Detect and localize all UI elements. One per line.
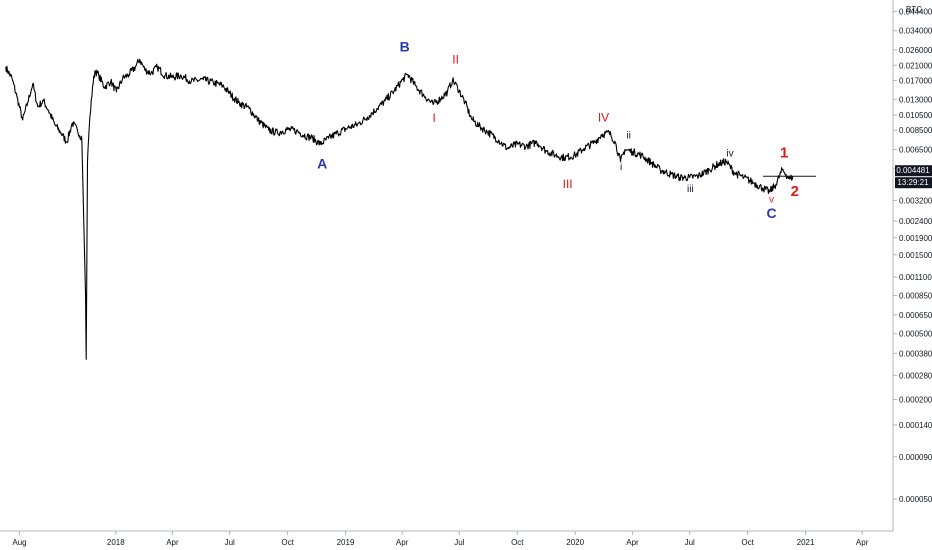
wave-label: C <box>766 205 776 221</box>
x-tick-label: Jul <box>454 538 464 547</box>
wave-label: I <box>433 111 436 125</box>
price-tags: 0.004481 13:29:21 <box>895 165 932 189</box>
y-tick-label: 0.010500 <box>899 111 932 120</box>
y-tick-label: 0.000140 <box>899 421 932 430</box>
y-tick-label: 0.000380 <box>899 349 932 358</box>
wave-label: B <box>400 38 410 54</box>
wave-label: III <box>563 177 573 191</box>
y-tick-label: 0.000050 <box>899 495 932 504</box>
countdown-tag <box>895 177 932 189</box>
wave-label: A <box>317 155 327 171</box>
y-tick-label: 0.000200 <box>899 395 932 404</box>
wave-label: v <box>769 195 774 206</box>
y-tick-label: 0.001900 <box>899 234 932 243</box>
y-tick-label: 0.006500 <box>899 145 932 154</box>
x-tick-label: Apr <box>856 538 869 547</box>
y-tick-label: 0.008500 <box>899 126 932 135</box>
x-tick-label: Oct <box>511 538 524 547</box>
x-tick-label: 2019 <box>337 538 355 547</box>
y-tick-label: 0.034000 <box>899 27 932 36</box>
wave-label: 1 <box>780 145 788 162</box>
x-tick-label: Aug <box>12 538 26 547</box>
x-tick-label: Apr <box>626 538 639 547</box>
wave-label: ii <box>626 130 630 141</box>
x-axis[interactable]: Aug 2018 Apr Jul Oct 2019 Apr Jul Oct 2020 Apr Jul O… <box>0 530 893 547</box>
price-path <box>5 58 794 360</box>
x-tick-label: Oct <box>281 538 294 547</box>
y-tick-label: 0.000500 <box>899 330 932 339</box>
y-tick-label: 0.021000 <box>899 61 932 70</box>
x-tick-label: 2020 <box>566 538 584 547</box>
y-tick-label: 0.000090 <box>899 453 932 462</box>
y-tick-label: 0.001100 <box>899 273 932 282</box>
wave-label: i <box>620 162 622 173</box>
wave-label: 2 <box>791 183 799 200</box>
x-tick-label: Apr <box>166 538 179 547</box>
last-price-tag <box>895 165 932 177</box>
x-tick-label: Jul <box>685 538 695 547</box>
y-tick-label: 0.044400 <box>899 8 932 17</box>
x-tick-label: Jul <box>225 538 235 547</box>
y-tick-label: 0.017000 <box>899 76 932 85</box>
y-tick-label: 0.026000 <box>899 46 932 55</box>
y-tick-label: 0.000650 <box>899 311 932 320</box>
x-tick-label: 2021 <box>797 538 815 547</box>
y-tick-label: 0.000280 <box>899 371 932 380</box>
countdown-value: 13:29:21 <box>897 178 929 187</box>
x-tick-label: 2018 <box>107 538 125 547</box>
wave-label: iii <box>687 184 694 195</box>
wave-label: II <box>452 53 459 67</box>
y-tick-label: 0.001500 <box>899 251 932 260</box>
y-tick-label: 0.000850 <box>899 292 932 301</box>
x-tick-label: Apr <box>396 538 409 547</box>
y-tick-label: 0.003200 <box>899 196 932 205</box>
last-price-value: 0.004481 <box>896 166 930 175</box>
x-tick-label: Oct <box>741 538 754 547</box>
y-axis[interactable]: BTC 0.044400 0.034000 0.026000 0.021000 0.01… <box>892 0 932 531</box>
y-tick-label: 0.013000 <box>899 96 932 105</box>
wave-label: iv <box>726 148 733 159</box>
price-series-line <box>5 58 794 360</box>
currency-label: BTC <box>906 5 922 14</box>
y-tick-label: 0.002400 <box>899 217 932 226</box>
wave-label: IV <box>598 110 609 124</box>
